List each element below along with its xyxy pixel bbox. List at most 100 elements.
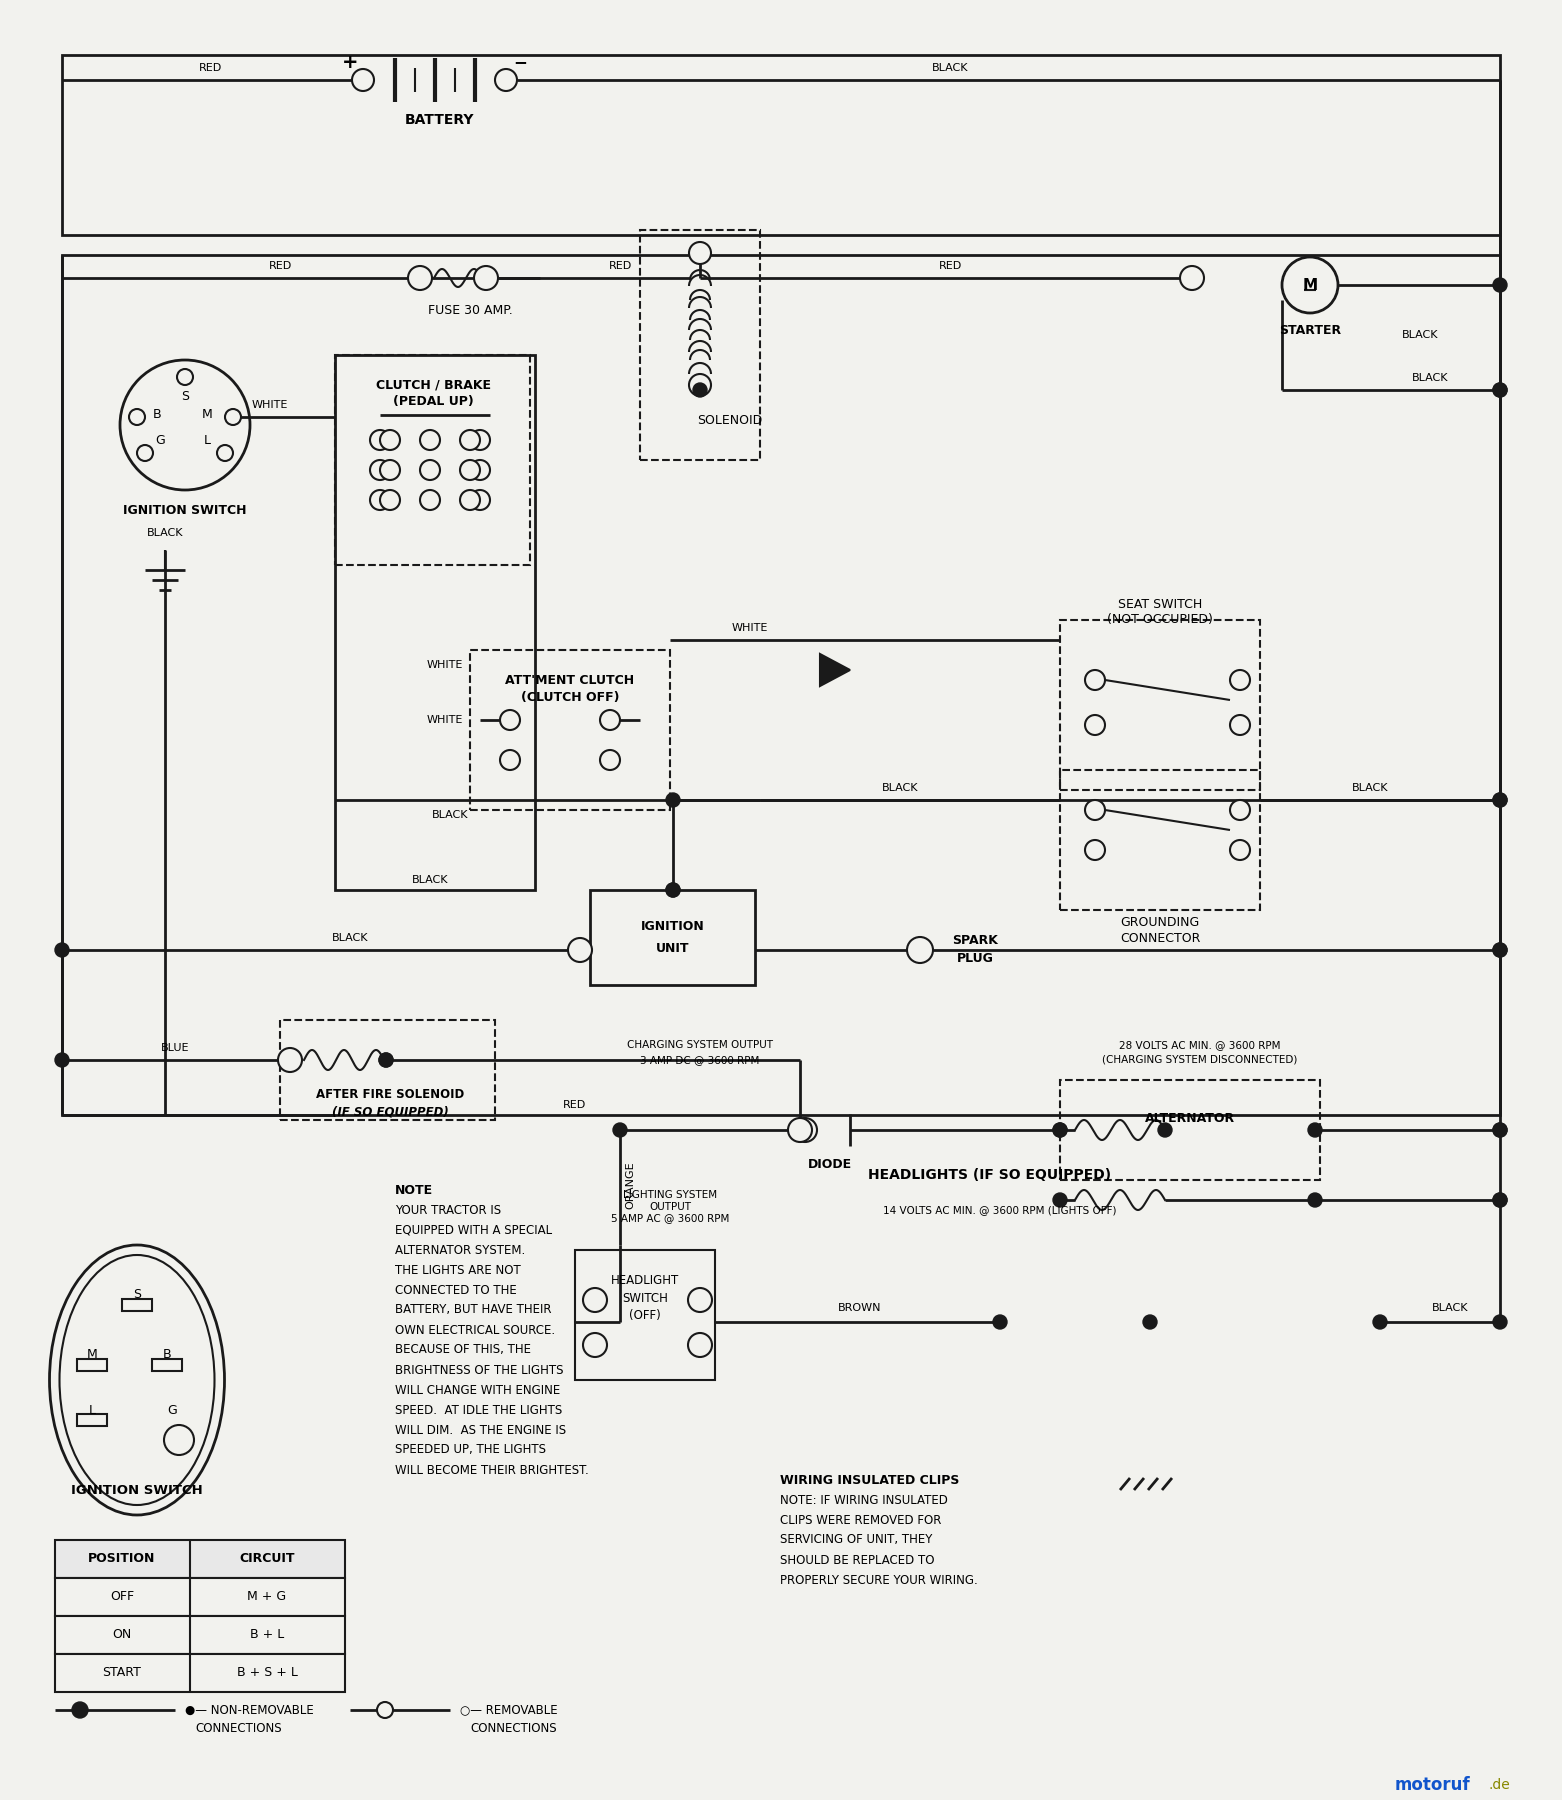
Circle shape [583,1334,608,1357]
Bar [1061,1080,1320,1181]
Bar [55,1654,345,1692]
Text: BLUE: BLUE [161,1042,189,1053]
Text: WILL DIM.  AS THE ENGINE IS: WILL DIM. AS THE ENGINE IS [395,1424,565,1436]
Text: RED: RED [198,63,222,74]
Text: (CLUTCH OFF): (CLUTCH OFF) [520,691,619,704]
Bar [55,1579,345,1616]
Text: SPARK: SPARK [953,934,998,947]
Circle shape [137,445,153,461]
Text: B + S + L: B + S + L [236,1667,297,1679]
Circle shape [278,1048,301,1073]
Text: motoruf: motoruf [1395,1777,1470,1795]
Text: S: S [181,391,189,403]
Circle shape [495,68,517,92]
Circle shape [694,383,708,398]
Text: PROPERLY SECURE YOUR WIRING.: PROPERLY SECURE YOUR WIRING. [779,1573,978,1586]
Text: AFTER FIRE SOLENOID: AFTER FIRE SOLENOID [316,1089,464,1102]
Circle shape [1373,1316,1387,1328]
Circle shape [376,1703,394,1717]
Bar [1061,619,1261,790]
Bar [55,1541,345,1579]
Circle shape [665,794,679,806]
Circle shape [459,461,480,481]
Bar [62,56,1500,236]
Bar [280,1021,495,1120]
Text: RED: RED [608,261,631,272]
Circle shape [470,430,490,450]
Circle shape [500,709,520,731]
Polygon shape [820,653,850,686]
Text: (OFF): (OFF) [629,1310,661,1323]
Text: BRIGHTNESS OF THE LIGHTS: BRIGHTNESS OF THE LIGHTS [395,1364,564,1377]
Circle shape [1086,799,1104,821]
Circle shape [1157,1123,1172,1138]
Text: ○— REMOVABLE: ○— REMOVABLE [459,1703,558,1717]
Circle shape [1493,277,1507,292]
Text: NOTE: IF WIRING INSULATED: NOTE: IF WIRING INSULATED [779,1494,948,1507]
Bar [77,1359,108,1372]
Circle shape [1493,794,1507,806]
Circle shape [1493,1123,1507,1138]
Text: G: G [155,434,166,446]
Circle shape [993,1316,1007,1328]
Circle shape [473,266,498,290]
Text: START: START [103,1667,142,1679]
Ellipse shape [59,1255,214,1505]
Text: M + G: M + G [247,1591,286,1604]
Text: GROUNDING: GROUNDING [1120,916,1200,929]
Text: (NOT OCCUPIED): (NOT OCCUPIED) [1107,614,1214,626]
Text: G: G [167,1404,177,1417]
Text: WHITE: WHITE [251,400,287,410]
Bar [152,1359,183,1372]
Text: BLACK: BLACK [412,875,448,886]
Circle shape [600,709,620,731]
Text: BATTERY: BATTERY [405,113,475,128]
Circle shape [164,1426,194,1454]
Circle shape [600,751,620,770]
Circle shape [569,938,592,961]
Text: NOTE: NOTE [395,1184,433,1197]
Text: POSITION: POSITION [89,1552,156,1566]
Text: HEADLIGHTS (IF SO EQUIPPED): HEADLIGHTS (IF SO EQUIPPED) [868,1168,1112,1183]
Text: L: L [203,434,211,446]
Text: LIGHTING SYSTEM
OUTPUT
5 AMP AC @ 3600 RPM: LIGHTING SYSTEM OUTPUT 5 AMP AC @ 3600 R… [611,1190,729,1224]
Text: (IF SO EQUIPPED): (IF SO EQUIPPED) [331,1105,448,1118]
Text: UNIT: UNIT [656,941,690,954]
Circle shape [583,1289,608,1312]
Text: ATT'MENT CLUTCH: ATT'MENT CLUTCH [506,673,634,686]
Circle shape [1143,1316,1157,1328]
Circle shape [665,884,679,896]
Text: M: M [1303,277,1318,292]
Text: CONNECTIONS: CONNECTIONS [195,1721,281,1735]
Circle shape [1229,670,1250,689]
Circle shape [1493,794,1507,806]
Circle shape [1493,1193,1507,1208]
Bar [77,1415,108,1426]
Text: IGNITION SWITCH: IGNITION SWITCH [123,504,247,517]
Circle shape [1053,1123,1067,1138]
Circle shape [1086,841,1104,860]
Bar [334,355,536,889]
Text: B: B [162,1348,172,1361]
Text: (PEDAL UP): (PEDAL UP) [392,396,473,409]
Circle shape [380,1053,394,1067]
Text: CONNECTIONS: CONNECTIONS [470,1721,556,1735]
Circle shape [689,374,711,396]
Text: WILL BECOME THEIR BRIGHTEST.: WILL BECOME THEIR BRIGHTEST. [395,1463,589,1476]
Text: (CHARGING SYSTEM DISCONNECTED): (CHARGING SYSTEM DISCONNECTED) [1103,1055,1298,1066]
Circle shape [217,445,233,461]
Bar [470,650,670,810]
Text: B: B [153,409,161,421]
Circle shape [55,1053,69,1067]
Text: BLACK: BLACK [331,932,369,943]
Text: SOLENOID: SOLENOID [697,414,762,427]
Text: WILL CHANGE WITH ENGINE: WILL CHANGE WITH ENGINE [395,1384,561,1397]
Circle shape [420,461,440,481]
Text: ORANGE: ORANGE [625,1161,636,1210]
Circle shape [1229,715,1250,734]
Circle shape [370,461,390,481]
Text: SWITCH: SWITCH [622,1292,669,1305]
Text: EQUIPPED WITH A SPECIAL: EQUIPPED WITH A SPECIAL [395,1224,551,1237]
Text: +: + [342,52,358,72]
Bar [590,889,754,985]
